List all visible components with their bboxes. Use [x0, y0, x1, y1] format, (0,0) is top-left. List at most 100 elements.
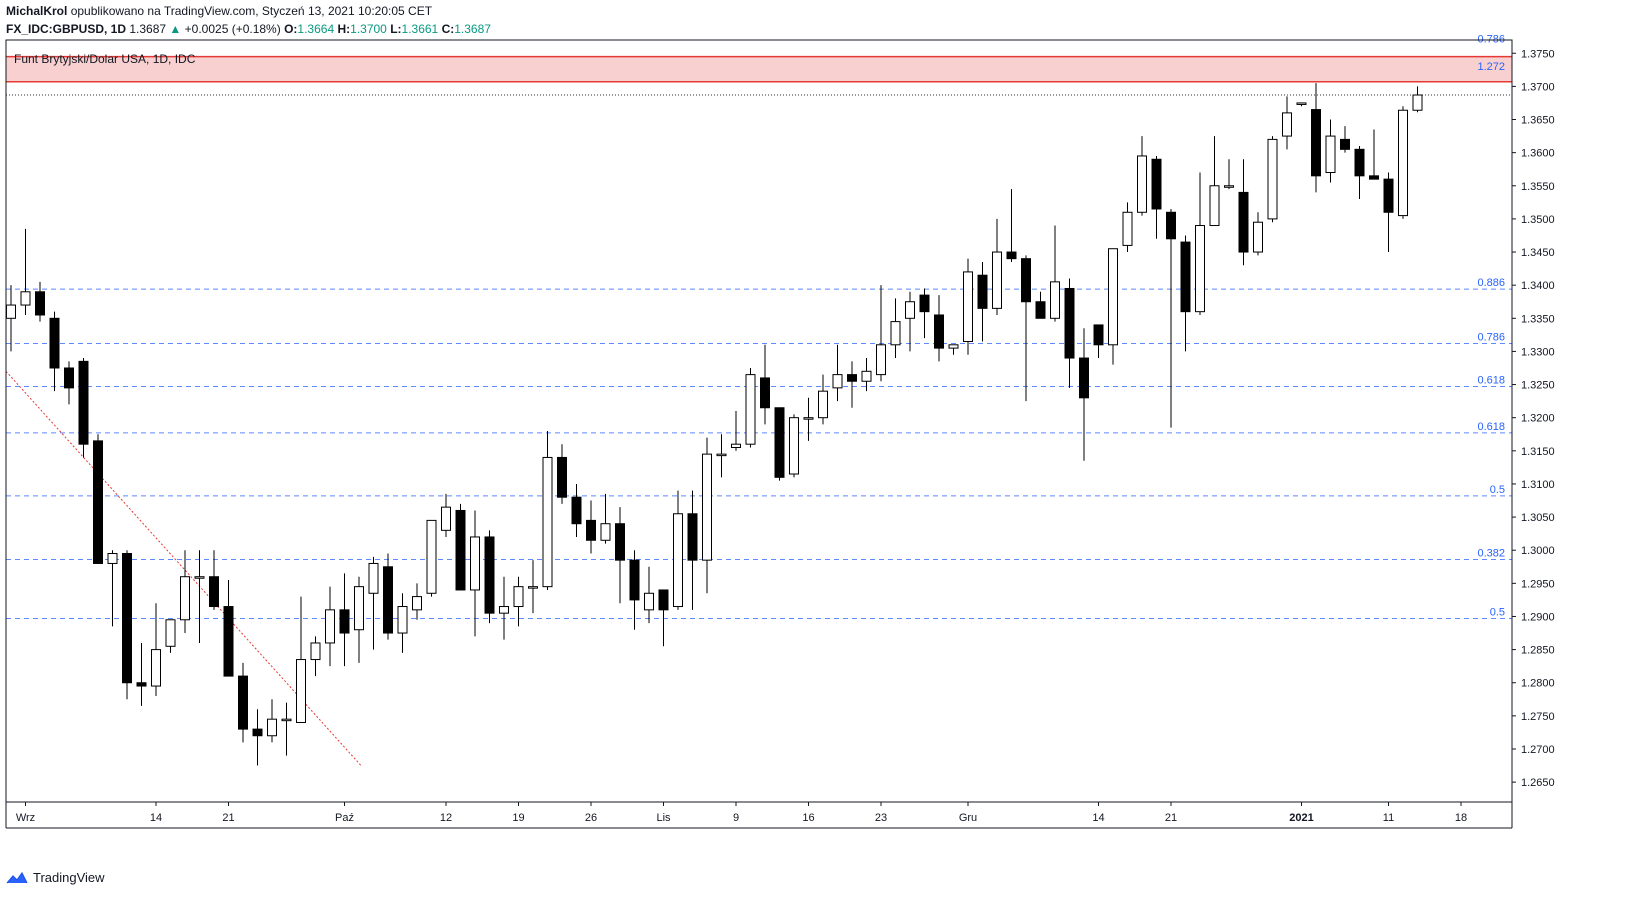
candle-body: [1151, 158, 1162, 210]
y-tick-label: 1.3200: [1521, 413, 1555, 425]
x-tick-label: 21: [1165, 812, 1177, 824]
y-tick-label: 1.2900: [1521, 611, 1555, 623]
candle-body: [368, 562, 379, 594]
candle-body: [93, 440, 103, 564]
candle: [165, 619, 176, 653]
resistance-zone: [6, 56, 1512, 82]
candle: [426, 519, 437, 597]
candle: [180, 550, 190, 634]
fib-level-label: 0.5: [1490, 484, 1505, 496]
candle-body: [542, 456, 553, 588]
candle: [1166, 208, 1176, 428]
candle-body: [78, 360, 89, 445]
y-tick-label: 1.2700: [1521, 744, 1555, 756]
candle: [1412, 86, 1423, 113]
candle: [1064, 278, 1075, 388]
candle-body: [1311, 109, 1321, 177]
candle-body: [716, 453, 727, 457]
candle: [571, 483, 582, 537]
tradingview-brand: TradingView: [33, 870, 105, 885]
candle: [383, 553, 393, 640]
y-tick-label: 1.2650: [1521, 777, 1555, 789]
x-tick-label: Gru: [959, 812, 977, 824]
close-label: C:: [441, 22, 455, 36]
x-tick-label: 18: [1455, 812, 1467, 824]
candle-body: [426, 519, 437, 594]
candle-body: [194, 576, 205, 579]
fib-level-label: 1.272: [1477, 61, 1505, 73]
candle-body: [484, 536, 495, 614]
candle-body: [35, 291, 45, 316]
candle-body: [789, 417, 799, 475]
candle: [1383, 172, 1394, 253]
tradingview-footer[interactable]: TradingView: [6, 870, 105, 885]
candle: [789, 414, 799, 478]
candle: [6, 285, 16, 352]
y-tick-label: 1.3400: [1521, 280, 1555, 292]
symbol-info: FX_IDC:GBPUSD, 1D 1.3687 ▲ +0.0025 (+0.1…: [6, 22, 491, 36]
candle: [93, 434, 103, 564]
candle: [1398, 106, 1408, 219]
x-tick-label: Lis: [656, 812, 671, 824]
y-tick-label: 1.2850: [1521, 645, 1555, 657]
candle-body: [1383, 178, 1394, 213]
candle: [49, 311, 60, 392]
candle-body: [223, 606, 234, 677]
candle-body: [1195, 225, 1205, 313]
candle: [557, 444, 567, 504]
candle: [963, 258, 973, 355]
candle: [629, 550, 640, 630]
candle: [267, 699, 277, 743]
candle: [107, 550, 118, 627]
candle-body: [1267, 138, 1278, 220]
last-price: 1.3687: [129, 22, 167, 36]
candle-body: [1253, 221, 1263, 253]
candle-body: [528, 586, 538, 589]
candle: [731, 411, 741, 451]
author-name[interactable]: MichalKrol: [6, 4, 68, 18]
candle-body: [325, 609, 335, 644]
candle-body: [905, 301, 915, 319]
candle-body: [1209, 185, 1220, 227]
candle-body: [238, 675, 248, 730]
candle: [64, 361, 74, 405]
candle: [528, 560, 538, 614]
candle: [760, 344, 770, 425]
candle-body: [586, 519, 596, 541]
candle-body: [1006, 251, 1017, 260]
y-tick-label: 1.2750: [1521, 711, 1555, 723]
fib-level-label: 0.618: [1477, 421, 1505, 433]
candle-body: [832, 374, 843, 389]
y-tick-label: 1.2800: [1521, 678, 1555, 690]
y-tick-label: 1.3700: [1521, 81, 1555, 93]
candle-body: [281, 718, 292, 722]
candle: [20, 228, 31, 315]
candle: [992, 218, 1002, 315]
y-tick-label: 1.3150: [1521, 446, 1555, 458]
candle: [1267, 136, 1278, 223]
trend-line: [5, 370, 362, 766]
candle: [1369, 129, 1379, 180]
open-label: O:: [284, 22, 298, 36]
candle: [499, 576, 509, 640]
candle: [774, 407, 785, 481]
x-tick-label: 23: [875, 812, 887, 824]
candle-body: [557, 456, 567, 498]
candle-body: [441, 506, 451, 531]
candle: [1209, 136, 1220, 227]
candle: [136, 642, 147, 706]
publish-info: MichalKrol opublikowano na TradingView.c…: [6, 4, 432, 18]
candle-body: [934, 314, 944, 349]
candle: [905, 291, 915, 352]
y-tick-label: 1.2950: [1521, 578, 1555, 590]
candle-body: [1398, 109, 1408, 217]
candle-body: [165, 619, 176, 647]
candle-body: [919, 294, 930, 313]
candle-body: [1137, 155, 1147, 213]
candle: [745, 367, 756, 448]
candle: [832, 344, 843, 402]
candle-body: [948, 344, 959, 349]
candle: [818, 374, 828, 425]
candle: [296, 596, 306, 723]
